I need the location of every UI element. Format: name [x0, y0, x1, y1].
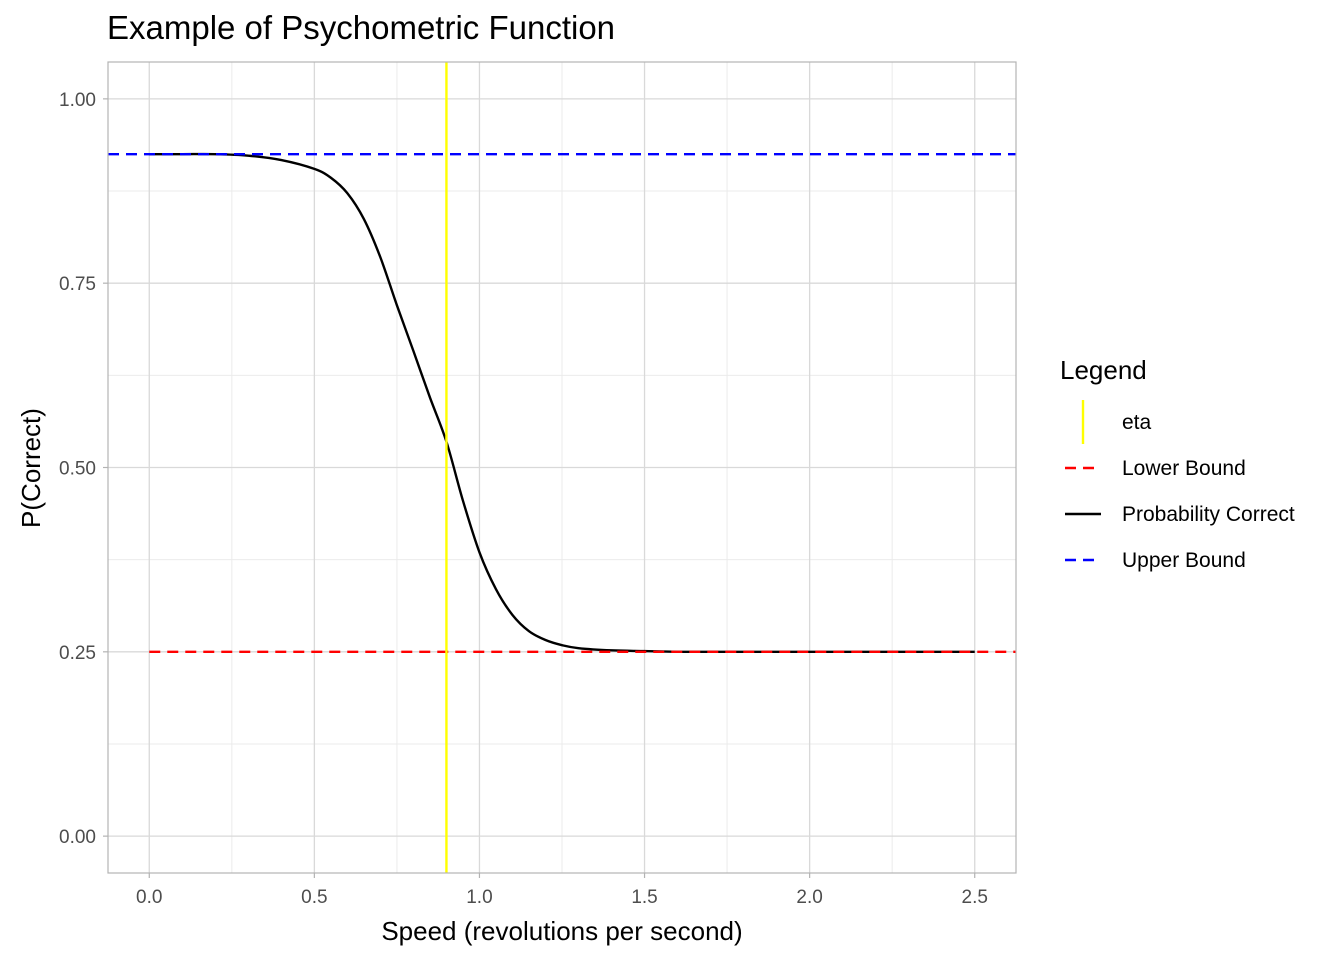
y-axis-title: P(Correct) — [16, 408, 46, 528]
legend-entry-upper-bound: Upper Bound — [1065, 549, 1246, 572]
legend-label-probability-correct: Probability Correct — [1122, 503, 1295, 526]
legend-title: Legend — [1060, 355, 1147, 385]
legend-entry-probability-correct: Probability Correct — [1065, 503, 1295, 526]
legend-label-upper-bound: Upper Bound — [1122, 549, 1246, 572]
x-tick-label: 1.5 — [631, 887, 657, 908]
x-axis-title: Speed (revolutions per second) — [381, 916, 742, 946]
x-tick-label: 0.5 — [301, 887, 327, 908]
y-tick-label: 0.50 — [59, 459, 96, 480]
y-tick-label: 0.00 — [59, 827, 96, 848]
y-tick-label: 0.25 — [59, 643, 96, 664]
legend-entry-lower-bound: Lower Bound — [1065, 457, 1246, 480]
legend-entries: eta Lower Bound Probability Correct Upper B… — [1065, 400, 1295, 572]
chart-title: Example of Psychometric Function — [107, 9, 615, 46]
major-gridlines — [108, 62, 1016, 873]
legend-label-lower-bound: Lower Bound — [1122, 457, 1246, 480]
x-tick-label: 2.0 — [796, 887, 822, 908]
y-tick-label: 0.75 — [59, 274, 96, 295]
legend: Legend eta Lower Bound Probability Correct… — [1060, 355, 1295, 572]
legend-label-eta: eta — [1122, 411, 1152, 434]
x-tick-label: 1.0 — [466, 887, 492, 908]
probability-correct-line — [149, 152, 975, 654]
legend-entry-eta: eta — [1081, 400, 1152, 444]
plot-panel — [107, 61, 1017, 874]
y-tick-label: 1.00 — [59, 90, 96, 111]
x-axis-ticks: 0.0 0.5 1.0 1.5 2.0 2.5 — [136, 873, 988, 908]
y-axis-ticks: 0.00 0.25 0.50 0.75 1.00 — [59, 90, 108, 848]
x-tick-label: 2.5 — [962, 887, 988, 908]
chart-marks — [108, 62, 1016, 873]
x-tick-label: 0.0 — [136, 887, 162, 908]
